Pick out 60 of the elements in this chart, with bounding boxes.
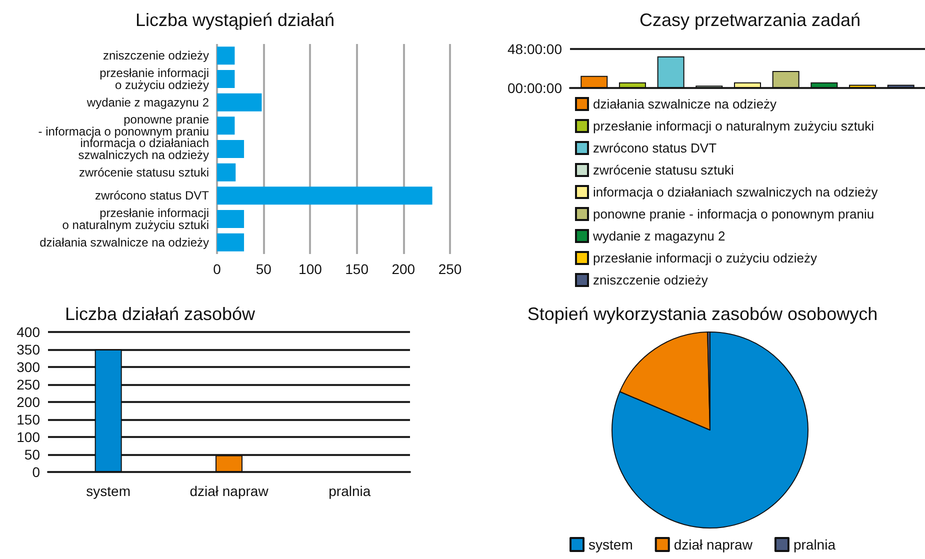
bar [580, 76, 608, 88]
legend-label: dział napraw [674, 536, 754, 552]
legend-label: przesłanie informacji o naturalnym zużyciu sztuki [593, 118, 874, 134]
x-tick-label: 150 [345, 261, 369, 277]
chart-title: Czasy przetwarzania zadań [639, 10, 861, 30]
bar [772, 70, 800, 88]
y-tick-label: 350 [16, 342, 40, 358]
y-tick-label: przesłanie informacji o zużyciu odzieży [100, 66, 209, 92]
bar [657, 56, 684, 88]
bar [217, 140, 244, 158]
x-tick-label: 200 [392, 261, 416, 277]
legend-label: działania szwalnicze na odzieży [593, 96, 778, 112]
bar [217, 186, 432, 205]
bar [217, 46, 235, 65]
chart-title: Stopień wykorzystania zasobów osobowych [527, 304, 878, 324]
y-tick-label: zwrócenie statusu sztuki [78, 165, 209, 180]
x-tick-label: dział napraw [190, 483, 270, 499]
x-tick-label: 100 [298, 261, 322, 277]
bar [810, 82, 838, 88]
bar [217, 210, 244, 228]
legend-label: zniszczenie odzieży [593, 272, 708, 288]
bar [618, 82, 646, 88]
bar [217, 93, 262, 112]
x-tick-label: 0 [213, 261, 222, 277]
chart-title: Liczba wystąpień działań [135, 10, 335, 30]
y-tick-label: 0 [32, 464, 40, 480]
y-tick-label: zniszczenie odzieży [102, 48, 209, 63]
y-tick-label: 00:00:00 [508, 80, 562, 96]
bar [217, 163, 236, 182]
y-tick-label: zwrócono status DVT [94, 188, 210, 203]
legend-label: pralnia [793, 536, 836, 552]
legend-label: informacja o działaniach szwalniczych na odzieży [593, 184, 878, 200]
bar [217, 70, 235, 88]
bar [887, 84, 914, 88]
y-tick-label: 48:00:00 [508, 41, 562, 57]
legend-label: wydanie z magazynu 2 [592, 228, 726, 244]
bar [217, 233, 244, 252]
y-tick-label: przesłanie informacji o naturalnym zużyciu sztuki [62, 206, 209, 232]
legend-label: ponowne pranie - informacja o ponownym praniu [593, 206, 874, 222]
bar [734, 82, 761, 88]
legend-label: system [588, 536, 633, 552]
y-tick-label: 150 [16, 412, 40, 428]
bar [217, 116, 235, 135]
bar [849, 84, 876, 88]
y-tick-label: 300 [16, 359, 40, 375]
x-tick-label: system [86, 483, 131, 499]
y-tick-label: działania szwalnicze na odzieży [40, 235, 209, 250]
x-tick-label: 50 [256, 261, 272, 277]
legend-label: przesłanie informacji o zużyciu odzieży [593, 250, 818, 266]
y-tick-label: wydanie z magazynu 2 [86, 95, 210, 110]
y-tick-label: 100 [16, 429, 40, 445]
y-tick-label: 50 [24, 446, 40, 462]
legend-label: zwrócenie statusu sztuki [593, 162, 734, 178]
legend-label: zwrócono status DVT [593, 140, 717, 156]
y-tick-label: 250 [16, 376, 40, 392]
x-tick-label: 250 [438, 261, 462, 277]
x-tick-label: pralnia [328, 483, 371, 499]
y-tick-label: 200 [16, 394, 40, 410]
chart-title: Liczba działań zasobów [64, 304, 256, 324]
y-tick-label: 400 [16, 324, 40, 340]
